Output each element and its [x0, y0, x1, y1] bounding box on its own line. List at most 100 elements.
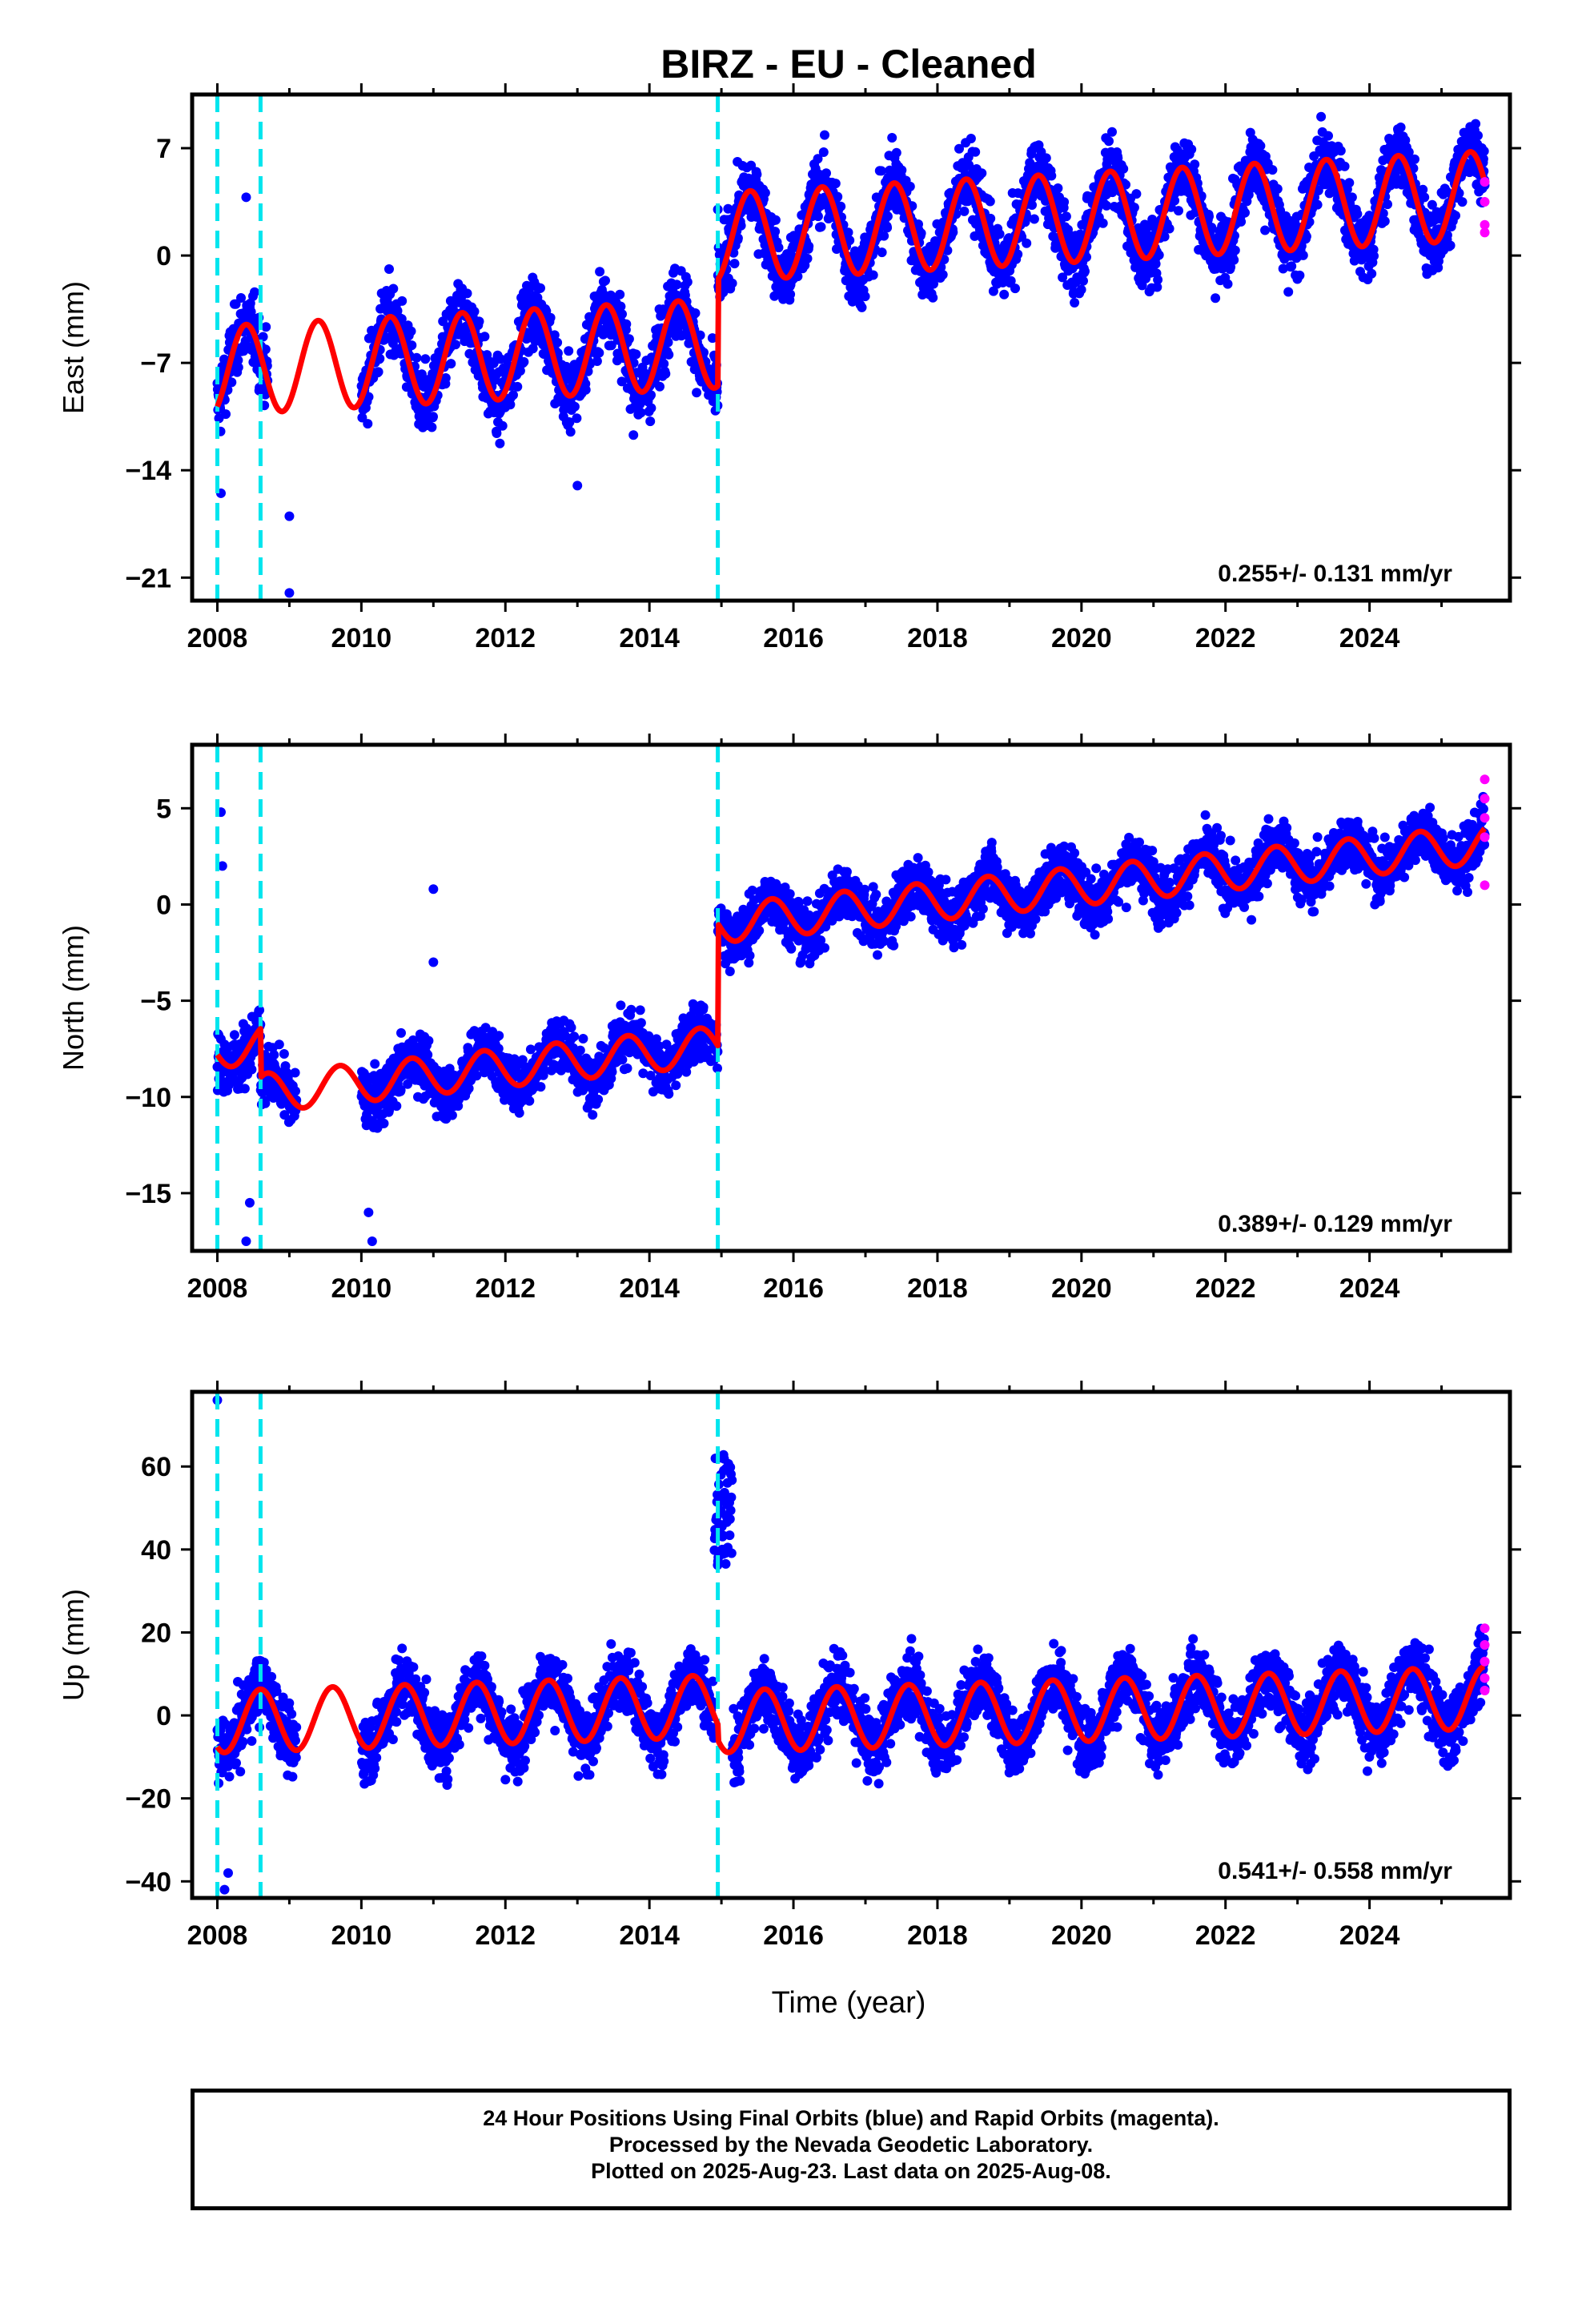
east-data-point — [617, 309, 627, 320]
east-data-point — [616, 301, 626, 312]
east-rate-label: 0.255+/- 0.131 mm/yr — [1218, 561, 1452, 587]
east-data-point — [970, 231, 980, 241]
east-data-point — [420, 354, 431, 364]
east-data-point — [1102, 200, 1112, 211]
east-data-point — [233, 362, 243, 372]
east-data-point — [1473, 131, 1483, 141]
east-data-point — [462, 288, 472, 299]
east-data-point — [857, 302, 867, 312]
east-data-point — [1479, 146, 1489, 156]
east-data-point — [1153, 275, 1163, 285]
east-data-point — [1287, 261, 1297, 271]
north-data-point — [290, 1068, 300, 1078]
east-data-point — [760, 187, 770, 198]
east-data-point — [388, 283, 399, 294]
east-data-point — [1344, 178, 1355, 188]
east-data-point — [959, 206, 970, 216]
east-data-point — [373, 367, 383, 377]
east-data-point — [994, 229, 1005, 239]
east-data-point — [1078, 275, 1088, 286]
east-data-point — [233, 355, 243, 365]
east-x-tick-label: 2022 — [1195, 623, 1256, 653]
east-data-point — [905, 181, 915, 191]
east-outlier-point — [284, 511, 295, 521]
east-data-point — [1098, 218, 1108, 228]
east-data-point — [580, 384, 591, 395]
east-data-point — [1255, 141, 1266, 151]
east-data-point — [804, 241, 814, 251]
east-data-point — [1104, 136, 1114, 147]
east-data-point — [938, 270, 948, 279]
north-data-point — [279, 1110, 290, 1120]
east-data-point — [661, 368, 671, 379]
east-data-point — [770, 227, 781, 237]
east-data-point — [1129, 203, 1139, 213]
east-data-point — [695, 330, 705, 340]
east-data-point — [412, 352, 422, 363]
east-data-point — [572, 413, 582, 424]
east-data-point — [746, 160, 757, 171]
east-data-point — [793, 271, 803, 282]
east-data-point — [843, 227, 853, 238]
east-data-point — [882, 223, 893, 233]
east-outlier-point — [284, 588, 295, 598]
east-data-point — [663, 337, 673, 348]
north-final-orbit-points — [212, 791, 1490, 1246]
east-data-point — [1240, 207, 1250, 218]
east-data-point — [1080, 266, 1090, 276]
east-data-point — [512, 381, 523, 392]
east-data-point — [1378, 208, 1388, 219]
east-data-point — [729, 259, 740, 269]
east-data-point — [1029, 214, 1039, 224]
east-data-point — [655, 381, 665, 392]
east-data-point — [1418, 184, 1428, 195]
east-data-point — [536, 283, 545, 293]
north-data-point — [423, 1050, 433, 1060]
east-data-point — [1267, 165, 1278, 175]
east-data-point — [492, 428, 502, 438]
east-data-point — [1369, 251, 1379, 261]
east-data-point — [1236, 216, 1247, 227]
north-data-point — [239, 1084, 250, 1094]
east-data-point — [528, 344, 538, 354]
east-data-point — [988, 286, 998, 296]
east-x-tick-label: 2024 — [1339, 623, 1400, 653]
east-data-point — [802, 253, 813, 263]
east-data-point — [1118, 163, 1129, 174]
east-data-point — [1150, 259, 1161, 269]
east-data-point — [832, 244, 841, 254]
east-data-point — [964, 160, 974, 170]
east-data-point — [515, 366, 525, 376]
east-data-point — [1223, 279, 1233, 289]
east-data-point — [916, 228, 926, 239]
east-data-point — [357, 412, 367, 423]
east-data-point — [752, 169, 762, 179]
east-data-point — [406, 326, 416, 336]
east-data-point — [1070, 298, 1080, 308]
east-data-point — [1419, 192, 1430, 203]
east-data-point — [564, 417, 575, 428]
east-data-point — [606, 340, 616, 351]
east-data-point — [1107, 127, 1117, 137]
east-data-point — [682, 277, 693, 287]
north-data-point — [617, 1055, 628, 1065]
east-data-point — [1082, 252, 1091, 262]
north-data-point — [525, 1044, 536, 1055]
east-data-point — [897, 165, 907, 175]
north-data-point — [403, 1079, 413, 1089]
east-data-point — [1347, 192, 1357, 203]
east-data-point — [495, 438, 505, 448]
east-data-point — [891, 147, 901, 158]
east-x-tick-label: 2012 — [475, 623, 536, 653]
east-data-point — [1243, 190, 1254, 200]
east-data-point — [508, 390, 518, 400]
north-data-point — [636, 1018, 646, 1028]
east-data-point — [565, 427, 576, 437]
east-data-point — [440, 373, 451, 383]
north-data-point — [494, 1031, 504, 1041]
east-data-point — [469, 307, 480, 316]
east-data-point — [877, 247, 887, 258]
east-data-point — [876, 166, 886, 176]
east-data-point — [954, 143, 964, 154]
east-data-point — [474, 316, 484, 327]
